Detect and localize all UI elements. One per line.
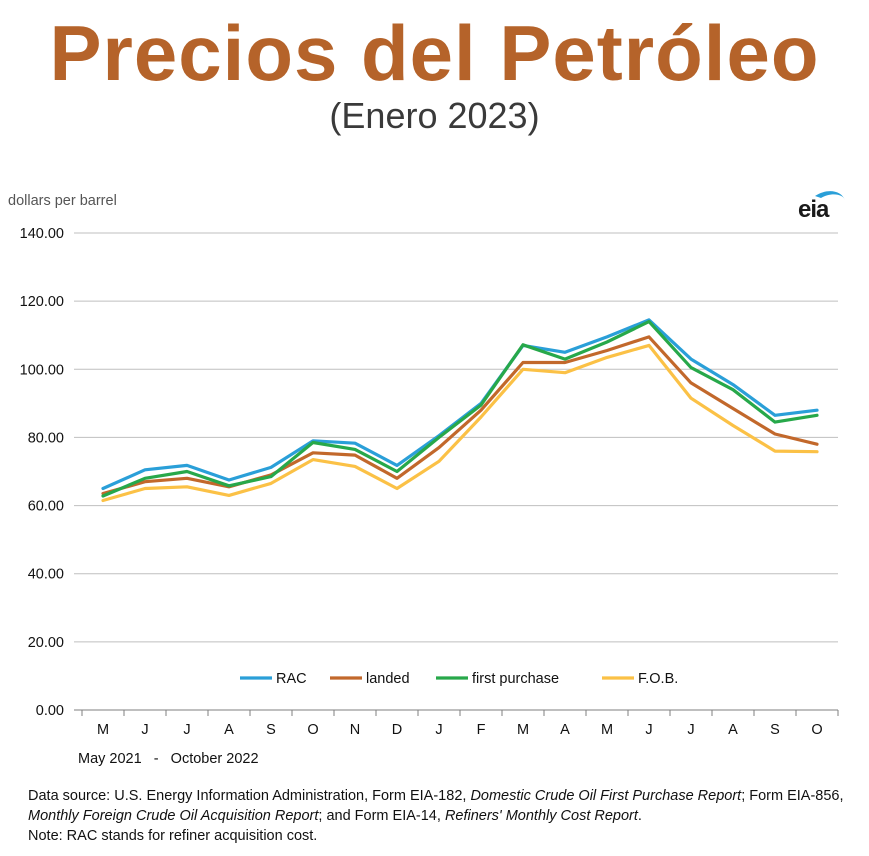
source-text-3: ; and Form EIA-14, <box>318 808 445 824</box>
series-lines <box>101 318 819 503</box>
legend-label: F.O.B. <box>638 671 678 687</box>
source-note: Note: RAC stands for refiner acquisition… <box>28 828 318 844</box>
x-tick-label: D <box>392 722 402 738</box>
y-tick-label: 80.00 <box>28 430 64 446</box>
x-tick-label: M <box>97 722 109 738</box>
line-chart: 0.00 20.00 40.00 60.00 80.00 100.00 120.00 140.… <box>8 193 839 767</box>
y-tick-label: 100.00 <box>20 362 64 378</box>
source-report-1: Domestic Crude Oil First Purchase Report <box>470 788 742 804</box>
x-tick-label: O <box>307 722 318 738</box>
series-line-rac <box>101 318 819 491</box>
x-tick-label: J <box>687 722 694 738</box>
x-tick-label: O <box>811 722 822 738</box>
page-title: Precios del Petróleo <box>49 9 820 97</box>
x-tick-label: A <box>560 722 570 738</box>
series-line-fob <box>101 343 819 503</box>
legend-label: landed <box>366 671 410 687</box>
y-tick-label: 0.00 <box>36 703 64 719</box>
x-tick-label: S <box>266 722 276 738</box>
source-text-1: Data source: U.S. Energy Information Adm… <box>28 788 471 804</box>
series-line-landed <box>101 335 819 496</box>
x-tick-label: M <box>517 722 529 738</box>
y-tick-label: 40.00 <box>28 567 64 583</box>
x-tick-label: A <box>224 722 234 738</box>
eia-logo: eia <box>798 196 829 223</box>
series-line-first-purchase <box>101 320 819 498</box>
grid-lines <box>74 232 838 711</box>
x-tick-label: J <box>645 722 652 738</box>
x-tick-label: F <box>477 722 486 738</box>
eia-logo-swoosh-icon <box>815 191 845 200</box>
y-tick-label: 140.00 <box>20 226 64 242</box>
source-report-2: Monthly Foreign Crude Oil Acquisition Re… <box>28 808 319 824</box>
x-tick-label: J <box>141 722 148 738</box>
source-report-3: Refiners' Monthly Cost Report <box>444 808 638 824</box>
x-tick-label: N <box>350 722 360 738</box>
source-text-2: ; Form EIA-856, <box>741 788 844 804</box>
x-tick-label: J <box>183 722 190 738</box>
x-axis-label: May 2021 - October 2022 <box>78 751 259 767</box>
legend-label: first purchase <box>472 671 559 687</box>
x-tick-label: A <box>728 722 738 738</box>
y-tick-label: 120.00 <box>20 294 64 310</box>
legend: RAC landed first purchase F.O.B. <box>240 671 678 687</box>
y-tick-label: 20.00 <box>28 635 64 651</box>
page-subtitle: (Enero 2023) <box>329 95 540 136</box>
x-tick-label: M <box>601 722 613 738</box>
axes: 0.00 20.00 40.00 60.00 80.00 100.00 120.00 140.… <box>20 226 839 738</box>
x-tick-label: S <box>770 722 780 738</box>
x-tick-label: J <box>435 722 442 738</box>
y-tick-label: 60.00 <box>28 499 64 515</box>
source-text-4: . <box>637 808 642 824</box>
data-source-note: Data source: U.S. Energy Information Adm… <box>28 786 858 846</box>
legend-label: RAC <box>276 671 307 687</box>
y-axis-label: dollars per barrel <box>8 193 117 209</box>
